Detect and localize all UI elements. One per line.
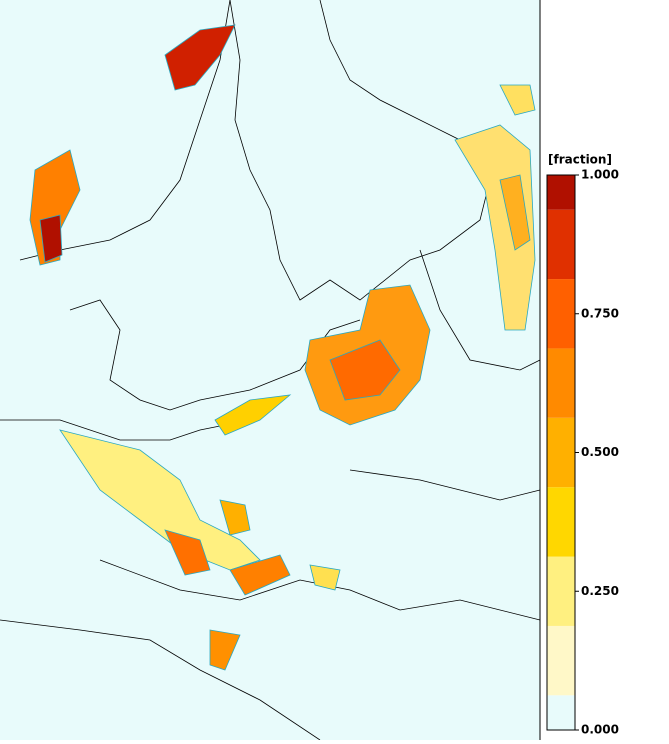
precip-fields bbox=[29, 24, 536, 671]
colorbar-tick-label: 0.250 bbox=[581, 584, 619, 598]
colorbar-tick-label: 1.000 bbox=[581, 168, 619, 182]
map bbox=[0, 0, 541, 741]
colorbar-bin bbox=[547, 487, 575, 557]
colorbar-label: [fraction] bbox=[548, 153, 612, 167]
colorbar-tick-label: 0.500 bbox=[581, 445, 619, 459]
colorbar-bin bbox=[547, 695, 575, 730]
colorbar-bin bbox=[547, 556, 575, 626]
colorbar-bin bbox=[547, 348, 575, 418]
colorbar-tick-label: 0.000 bbox=[581, 723, 619, 737]
map-background bbox=[0, 0, 540, 740]
colorbar-bin bbox=[547, 625, 575, 696]
colorbar-bin bbox=[547, 279, 575, 349]
colorbar-bin bbox=[547, 175, 575, 210]
colorbar-bin bbox=[547, 417, 575, 488]
colorbar-bin bbox=[547, 209, 575, 280]
colorbar-tick-label: 0.750 bbox=[581, 306, 619, 320]
